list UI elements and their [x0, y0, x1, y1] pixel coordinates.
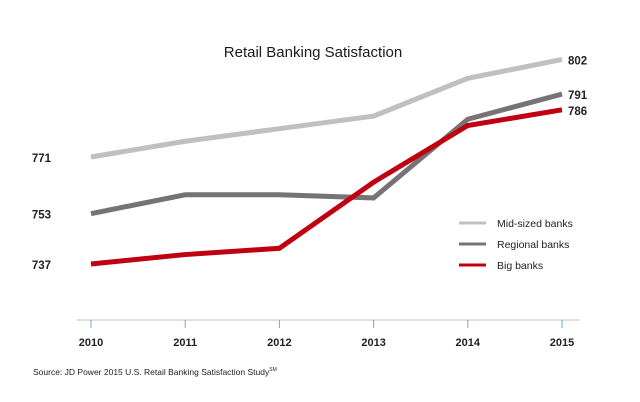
start-value-label: 771 [32, 153, 52, 165]
series-line-regional-banks [90, 91, 563, 217]
end-value-label: 786 [568, 106, 587, 118]
start-value-label: 753 [32, 210, 51, 222]
x-tick-label: 2014 [456, 337, 481, 349]
source-text: Source: JD Power 2015 U.S. Retail Bankin… [33, 367, 270, 377]
chart-title: Retail Banking Satisfaction [224, 44, 402, 61]
series-lines [90, 56, 563, 267]
x-tick-label: 2012 [267, 337, 291, 349]
source-note: Source: JD Power 2015 U.S. Retail Bankin… [33, 367, 277, 377]
x-tick-label: 2010 [79, 337, 103, 349]
x-axis: 2010 2011 2012 2013 2014 2015 [77, 319, 580, 349]
legend: Mid-sized banks Regional banks Big banks [459, 218, 573, 272]
x-tick-label: 2013 [361, 337, 385, 349]
series-line-big-banks [90, 107, 563, 267]
series-line-mid-sized-banks [90, 56, 563, 160]
x-tick-label: 2011 [173, 337, 197, 349]
x-tick-label: 2015 [550, 337, 574, 349]
data-labels: 771 802 753 791 737 786 [32, 55, 588, 272]
source-superscript: SM [269, 367, 277, 374]
legend-label: Mid-sized banks [497, 218, 573, 230]
end-value-label: 791 [568, 90, 588, 102]
start-value-label: 737 [32, 260, 51, 272]
legend-label: Big banks [497, 260, 543, 272]
end-value-label: 802 [568, 55, 587, 67]
legend-label: Regional banks [497, 239, 569, 251]
